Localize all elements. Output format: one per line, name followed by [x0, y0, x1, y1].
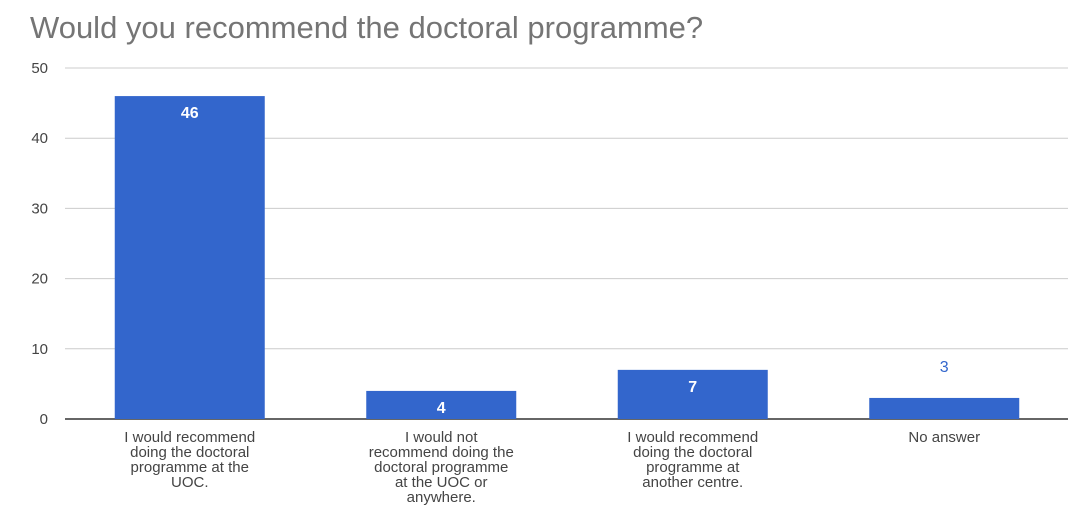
x-category-label-line: programme at the: [131, 459, 249, 476]
y-tick-label: 30: [31, 200, 48, 217]
x-category-label: I would not recommend doing the doctoral p…: [369, 429, 514, 506]
y-tick-label: 50: [31, 60, 48, 77]
bar: [869, 397, 1020, 419]
x-category-label-line: UOC.: [171, 474, 209, 491]
bar: [617, 369, 768, 419]
x-category-label-line: at the UOC or: [395, 474, 488, 491]
y-tick-label: 20: [31, 271, 48, 288]
x-category-label-line: I would recommend: [627, 429, 758, 446]
y-tick-label: 0: [40, 411, 48, 428]
bars: [114, 96, 1020, 419]
data-labels: 46 4 7 3: [181, 105, 949, 417]
x-category-label-line: recommend doing the: [369, 444, 514, 461]
x-axis-labels: I would recommend doing the doctoral progr…: [124, 429, 980, 506]
x-category-label-line: doctoral programme: [374, 459, 508, 476]
bar: [366, 390, 517, 419]
x-category-label-line: anywhere.: [407, 489, 476, 506]
x-category-label-line: programme at: [646, 459, 740, 476]
data-label: 46: [181, 105, 199, 122]
x-category-label: I would recommend doing the doctoral progr…: [627, 429, 758, 491]
x-category-label-line: another centre.: [642, 474, 743, 491]
x-category-label-line: I would recommend: [124, 429, 255, 446]
y-axis-ticks: 0 10 20 30 40 50: [31, 60, 48, 428]
x-category-label: No answer: [908, 429, 980, 446]
x-category-label: I would recommend doing the doctoral progr…: [124, 429, 255, 491]
y-tick-label: 10: [31, 341, 48, 358]
bar: [114, 96, 265, 419]
y-tick-label: 40: [31, 130, 48, 147]
x-category-label-line: No answer: [908, 429, 980, 446]
chart-title: Would you recommend the doctoral program…: [30, 10, 703, 45]
x-category-label-line: I would not: [405, 429, 478, 446]
data-label: 3: [940, 359, 949, 376]
data-label: 7: [688, 379, 697, 396]
x-category-label-line: doing the doctoral: [633, 444, 752, 461]
data-label: 4: [437, 400, 446, 417]
x-category-label-line: doing the doctoral: [130, 444, 249, 461]
